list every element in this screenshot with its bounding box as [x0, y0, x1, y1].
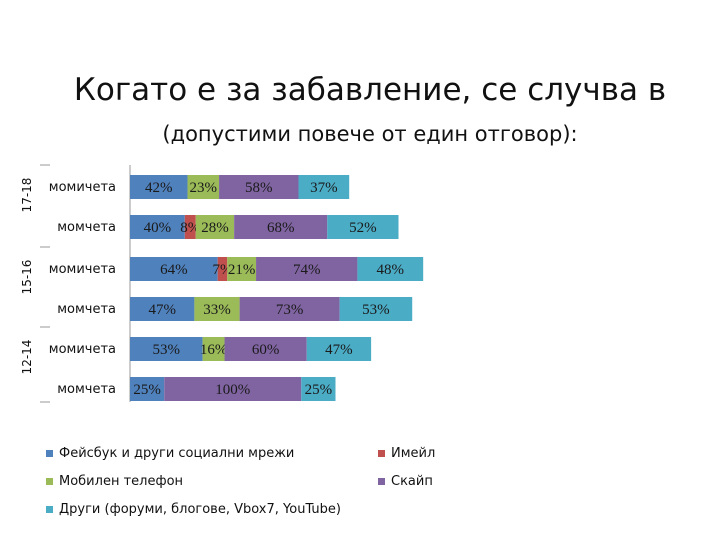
data-label-2-0: 64%	[160, 262, 188, 278]
legend-label-2: Мобилен телефон	[59, 474, 184, 489]
data-label-1-4: 52%	[349, 220, 377, 236]
legend-label-1: Имейл	[391, 446, 436, 461]
chart-subtitle: (допустими повече от един отговор):	[162, 122, 578, 146]
category-label-3: момчета	[57, 302, 116, 317]
legend-label-4: Други (форуми, блогове, Vbox7, YouTube)	[59, 502, 341, 517]
bar-segment-3-0	[130, 297, 195, 321]
data-label-5-4: 25%	[305, 382, 333, 398]
data-label-1-1: 8%	[180, 220, 200, 236]
data-label-4-3: 60%	[252, 342, 280, 358]
legend-item-2: Мобилен телефон	[46, 474, 183, 489]
data-label-3-3: 73%	[276, 302, 304, 318]
legend-item-1: Имейл	[378, 446, 435, 461]
legend-label-0: Фейсбук и други социални мрежи	[59, 446, 295, 461]
legend-item-3: Скайп	[378, 474, 433, 489]
data-label-3-0: 47%	[148, 302, 176, 318]
bar-segment-3-3	[239, 297, 340, 321]
bar-segment-5-0	[130, 377, 165, 401]
data-label-1-2: 28%	[201, 220, 229, 236]
bar-segment-1-2	[195, 215, 235, 239]
bar-segment-1-4	[327, 215, 399, 239]
data-label-5-3: 100%	[215, 382, 250, 398]
bar-segment-2-1	[217, 257, 228, 281]
data-label-2-4: 48%	[377, 262, 405, 278]
data-label-5-0: 25%	[133, 382, 161, 398]
bar-segment-1-0	[130, 215, 185, 239]
data-label-0-0: 42%	[145, 180, 173, 196]
legend-swatch-1	[378, 450, 385, 457]
category-label-0: момичета	[49, 180, 116, 195]
bar-segment-1-3	[234, 215, 328, 239]
legend-label-3: Скайп	[391, 474, 433, 489]
legend-swatch-3	[378, 478, 385, 485]
bar-segment-3-4	[339, 297, 413, 321]
data-label-4-0: 53%	[153, 342, 181, 358]
chart-title: Когато е за забавление, се случва в	[73, 72, 667, 108]
stacked-bar-chart: 17-18 15-16 12-14 момичета момчета момичета мо…	[20, 164, 424, 403]
bar-segment-2-0	[130, 257, 218, 281]
data-label-3-4: 53%	[362, 302, 390, 318]
bar-segment-5-3	[164, 377, 302, 401]
bar-segment-0-4	[298, 175, 350, 199]
legend-swatch-0	[46, 450, 53, 457]
data-label-4-2: 16%	[200, 342, 228, 358]
bar-segment-4-3	[224, 337, 307, 361]
data-label-0-2: 23%	[190, 180, 218, 196]
bar-segment-4-2	[202, 337, 225, 361]
category-label-5: момчета	[57, 382, 116, 397]
bar-segment-2-4	[357, 257, 424, 281]
group-label-2: 12-14	[20, 340, 34, 375]
legend-swatch-2	[46, 478, 53, 485]
bar-segment-0-0	[130, 175, 188, 199]
data-label-0-4: 37%	[310, 180, 338, 196]
legend-item-4: Други (форуми, блогове, Vbox7, YouTube)	[46, 502, 341, 517]
group-label-0: 17-18	[20, 178, 34, 213]
chart-legend: Фейсбук и други социални мрежи Имейл Мобил…	[46, 440, 706, 530]
data-label-3-2: 33%	[203, 302, 231, 318]
data-label-0-3: 58%	[245, 180, 273, 196]
data-label-1-3: 68%	[267, 220, 295, 236]
category-label-2: момичета	[49, 262, 116, 277]
bar-segment-2-3	[256, 257, 358, 281]
data-label-2-3: 74%	[293, 262, 321, 278]
data-label-1-0: 40%	[144, 220, 172, 236]
bar-segment-3-2	[194, 297, 240, 321]
data-label-2-2: 21%	[228, 262, 256, 278]
bar-segment-4-0	[130, 337, 203, 361]
bar-segment-5-4	[301, 377, 336, 401]
bar-segment-0-2	[187, 175, 220, 199]
group-label-1: 15-16	[20, 260, 34, 295]
bar-segment-2-2	[227, 257, 257, 281]
legend-item-0: Фейсбук и други социални мрежи	[46, 446, 294, 461]
legend-swatch-4	[46, 506, 53, 513]
bar-segment-0-3	[219, 175, 299, 199]
category-label-1: момчета	[57, 220, 116, 235]
category-label-4: момичета	[49, 342, 116, 357]
data-label-4-4: 47%	[325, 342, 353, 358]
bar-segment-1-1	[184, 215, 196, 239]
bar-segment-4-4	[306, 337, 372, 361]
